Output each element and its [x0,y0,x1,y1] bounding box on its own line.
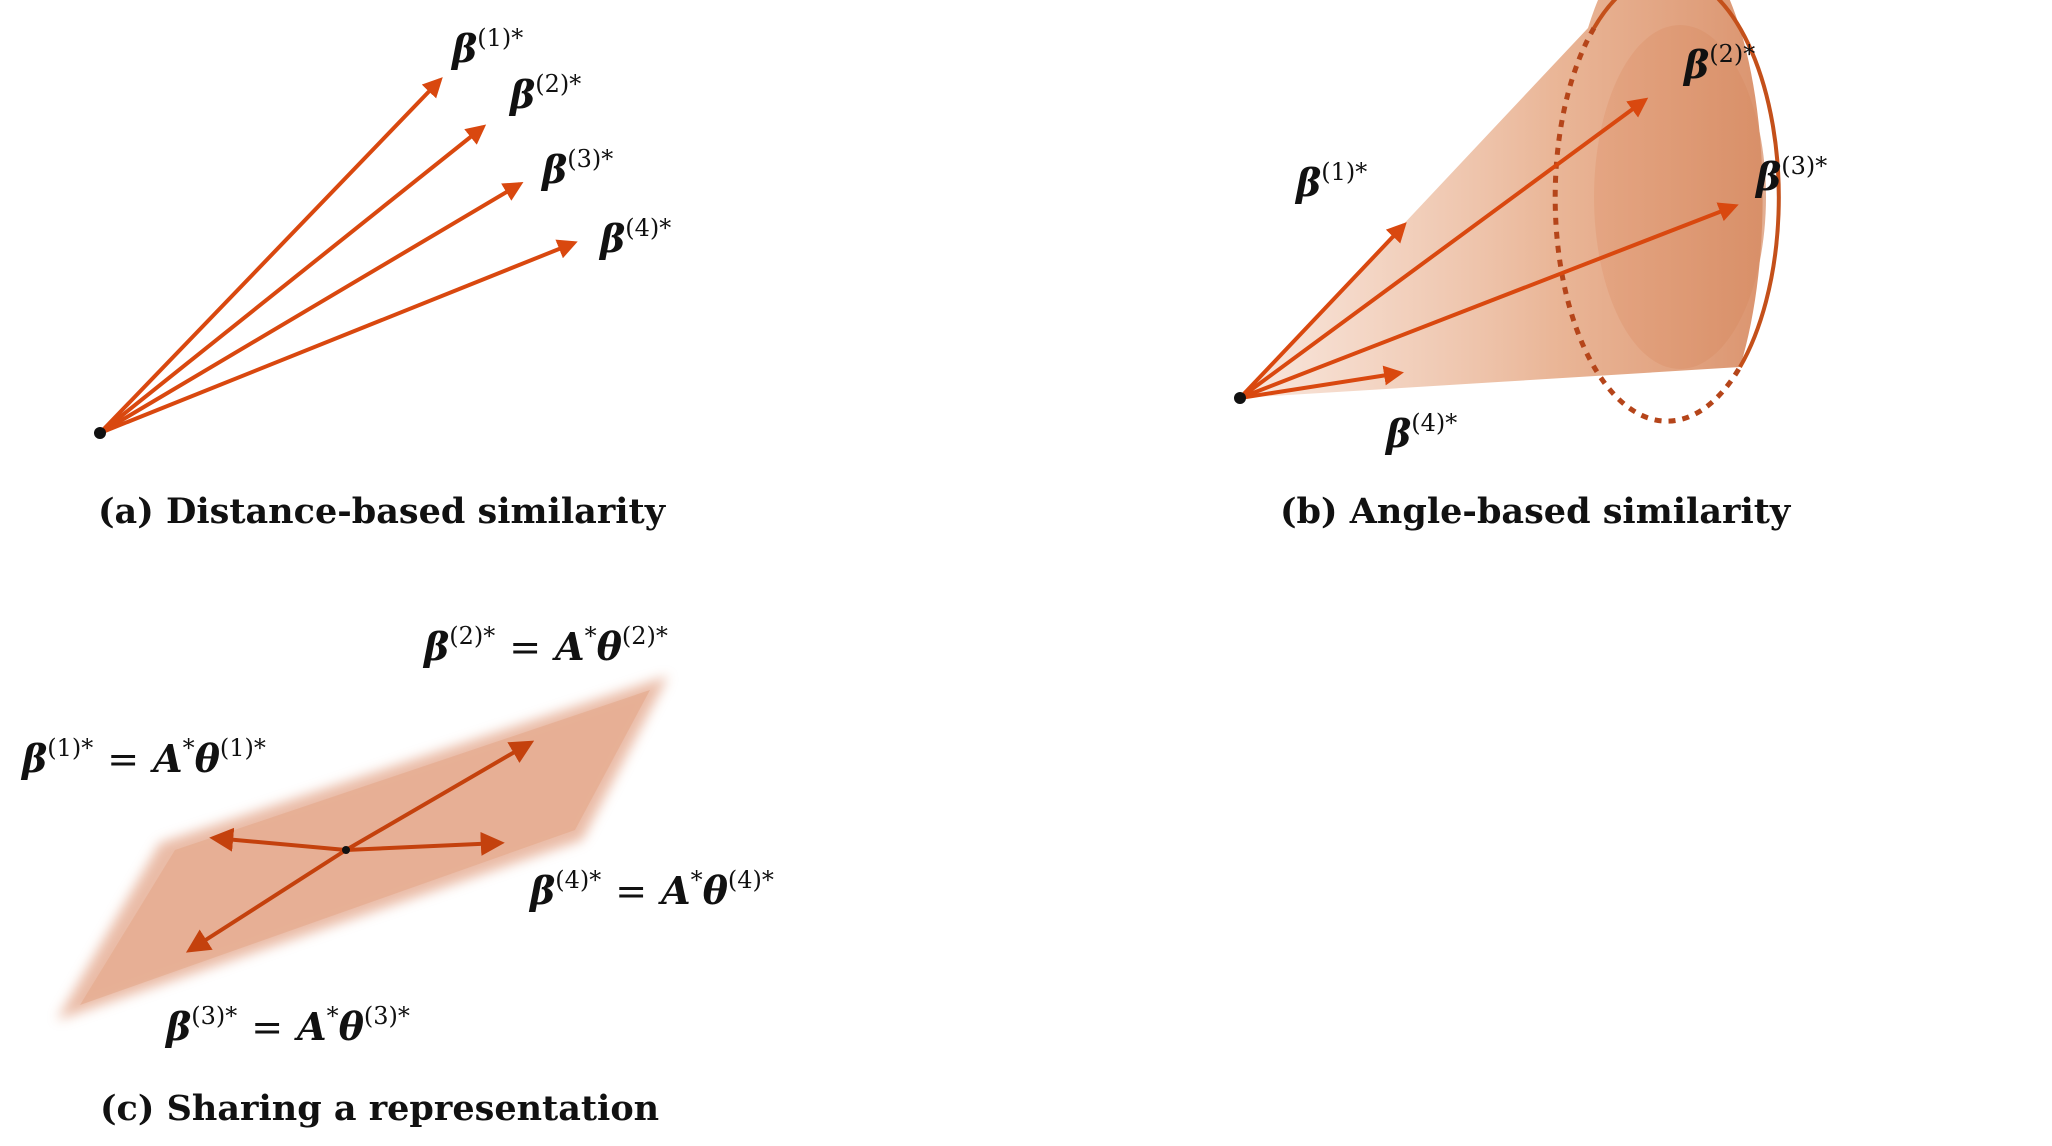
vector-arrow-1 [98,77,443,435]
vector-label-2: β(2)* [1682,40,1755,87]
vector-arrow-3 [98,181,524,435]
vector-arrow-2 [98,124,487,435]
vector-label-2: β(2)* [508,70,581,117]
vector-arrow-1 [209,827,347,852]
caption-representation: (c) Sharing a representation [100,1088,659,1129]
caption-angle: (b) Angle-based similarity [1280,491,1792,532]
vector-arrow-4 [99,239,578,435]
equation-2: β(2)* = A*θ(2)* [422,622,668,669]
vector-label-4: β(4)* [1384,409,1457,456]
vector-arrow-4 [345,831,505,856]
vector-arrow-1 [1238,222,1407,400]
vector-label-4: β(4)* [598,214,671,261]
vector-label-3: β(3)* [540,145,613,192]
vector-label-3: β(3)* [1754,152,1827,199]
panel-distance: β(1)* β(2)* β(3)* β(4)* (a) Distance-bas… [94,24,671,532]
origin-point [342,846,350,854]
cone-rim-front [1592,0,1781,369]
cone-cap [1594,25,1766,369]
equation-4: β(4)* = A*θ(4)* [528,866,774,913]
cone-rim-back [1552,26,1743,424]
panel-angle: β(1)* β(2)* β(3)* β(4)* (b) Angle-based … [1234,0,1827,532]
equation-1: β(1)* = A*θ(1)* [20,734,266,781]
panel-representation: β(1)* = A*θ(1)* β(2)* = A*θ(2)* β(3)* = A*θ(3)… [20,622,774,1129]
vector-arrow-4 [1239,365,1404,400]
vector-arrow-3 [185,848,348,953]
caption-distance: (a) Distance-based similarity [98,491,667,532]
vector-arrow-3 [1239,202,1739,400]
equation-3: β(3)* = A*θ(3)* [164,1002,410,1049]
vector-label-1: β(1)* [450,24,523,71]
vector-arrow-2 [344,740,535,852]
origin-point [94,427,106,439]
origin-point [1234,392,1246,404]
vector-label-1: β(1)* [1294,158,1367,205]
vector-arrow-2 [1238,97,1649,400]
